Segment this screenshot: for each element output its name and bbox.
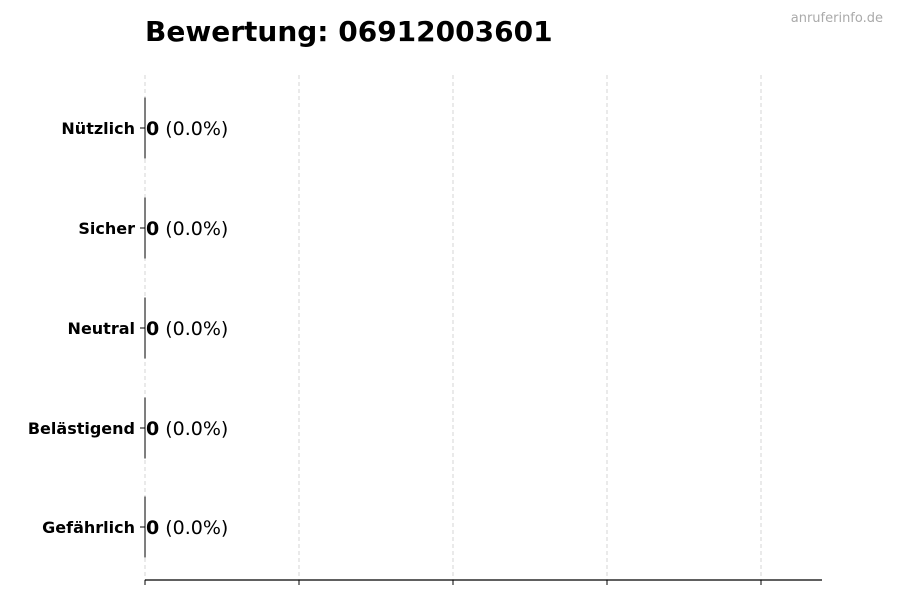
category-label: Gefährlich xyxy=(42,518,135,537)
data-label-percent: (0.0%) xyxy=(165,118,228,140)
data-label-percent: (0.0%) xyxy=(165,517,228,539)
data-label: 0 (0.0%) xyxy=(146,118,228,140)
data-label: 0 (0.0%) xyxy=(146,517,228,539)
category-label: Nützlich xyxy=(61,119,135,138)
data-label: 0 (0.0%) xyxy=(146,318,228,340)
grid xyxy=(144,75,762,585)
data-label-percent: (0.0%) xyxy=(165,418,228,440)
data-label-count: 0 xyxy=(146,418,159,440)
data-label: 0 (0.0%) xyxy=(146,218,228,240)
data-label-percent: (0.0%) xyxy=(165,218,228,240)
data-label-count: 0 xyxy=(146,517,159,539)
bars: Nützlich 0 (0.0%) Sicher 0 (0.0%) Neutral 0 (0.0… xyxy=(28,97,228,558)
category-label: Neutral xyxy=(68,319,135,338)
data-label-count: 0 xyxy=(146,218,159,240)
data-label-percent: (0.0%) xyxy=(165,318,228,340)
watermark: anruferinfo.de xyxy=(791,11,883,26)
category-label: Sicher xyxy=(78,219,135,238)
data-label-count: 0 xyxy=(146,118,159,140)
data-label-count: 0 xyxy=(146,318,159,340)
category-label: Belästigend xyxy=(28,419,135,438)
chart-title: Bewertung: 06912003601 xyxy=(145,15,553,48)
data-label: 0 (0.0%) xyxy=(146,418,228,440)
